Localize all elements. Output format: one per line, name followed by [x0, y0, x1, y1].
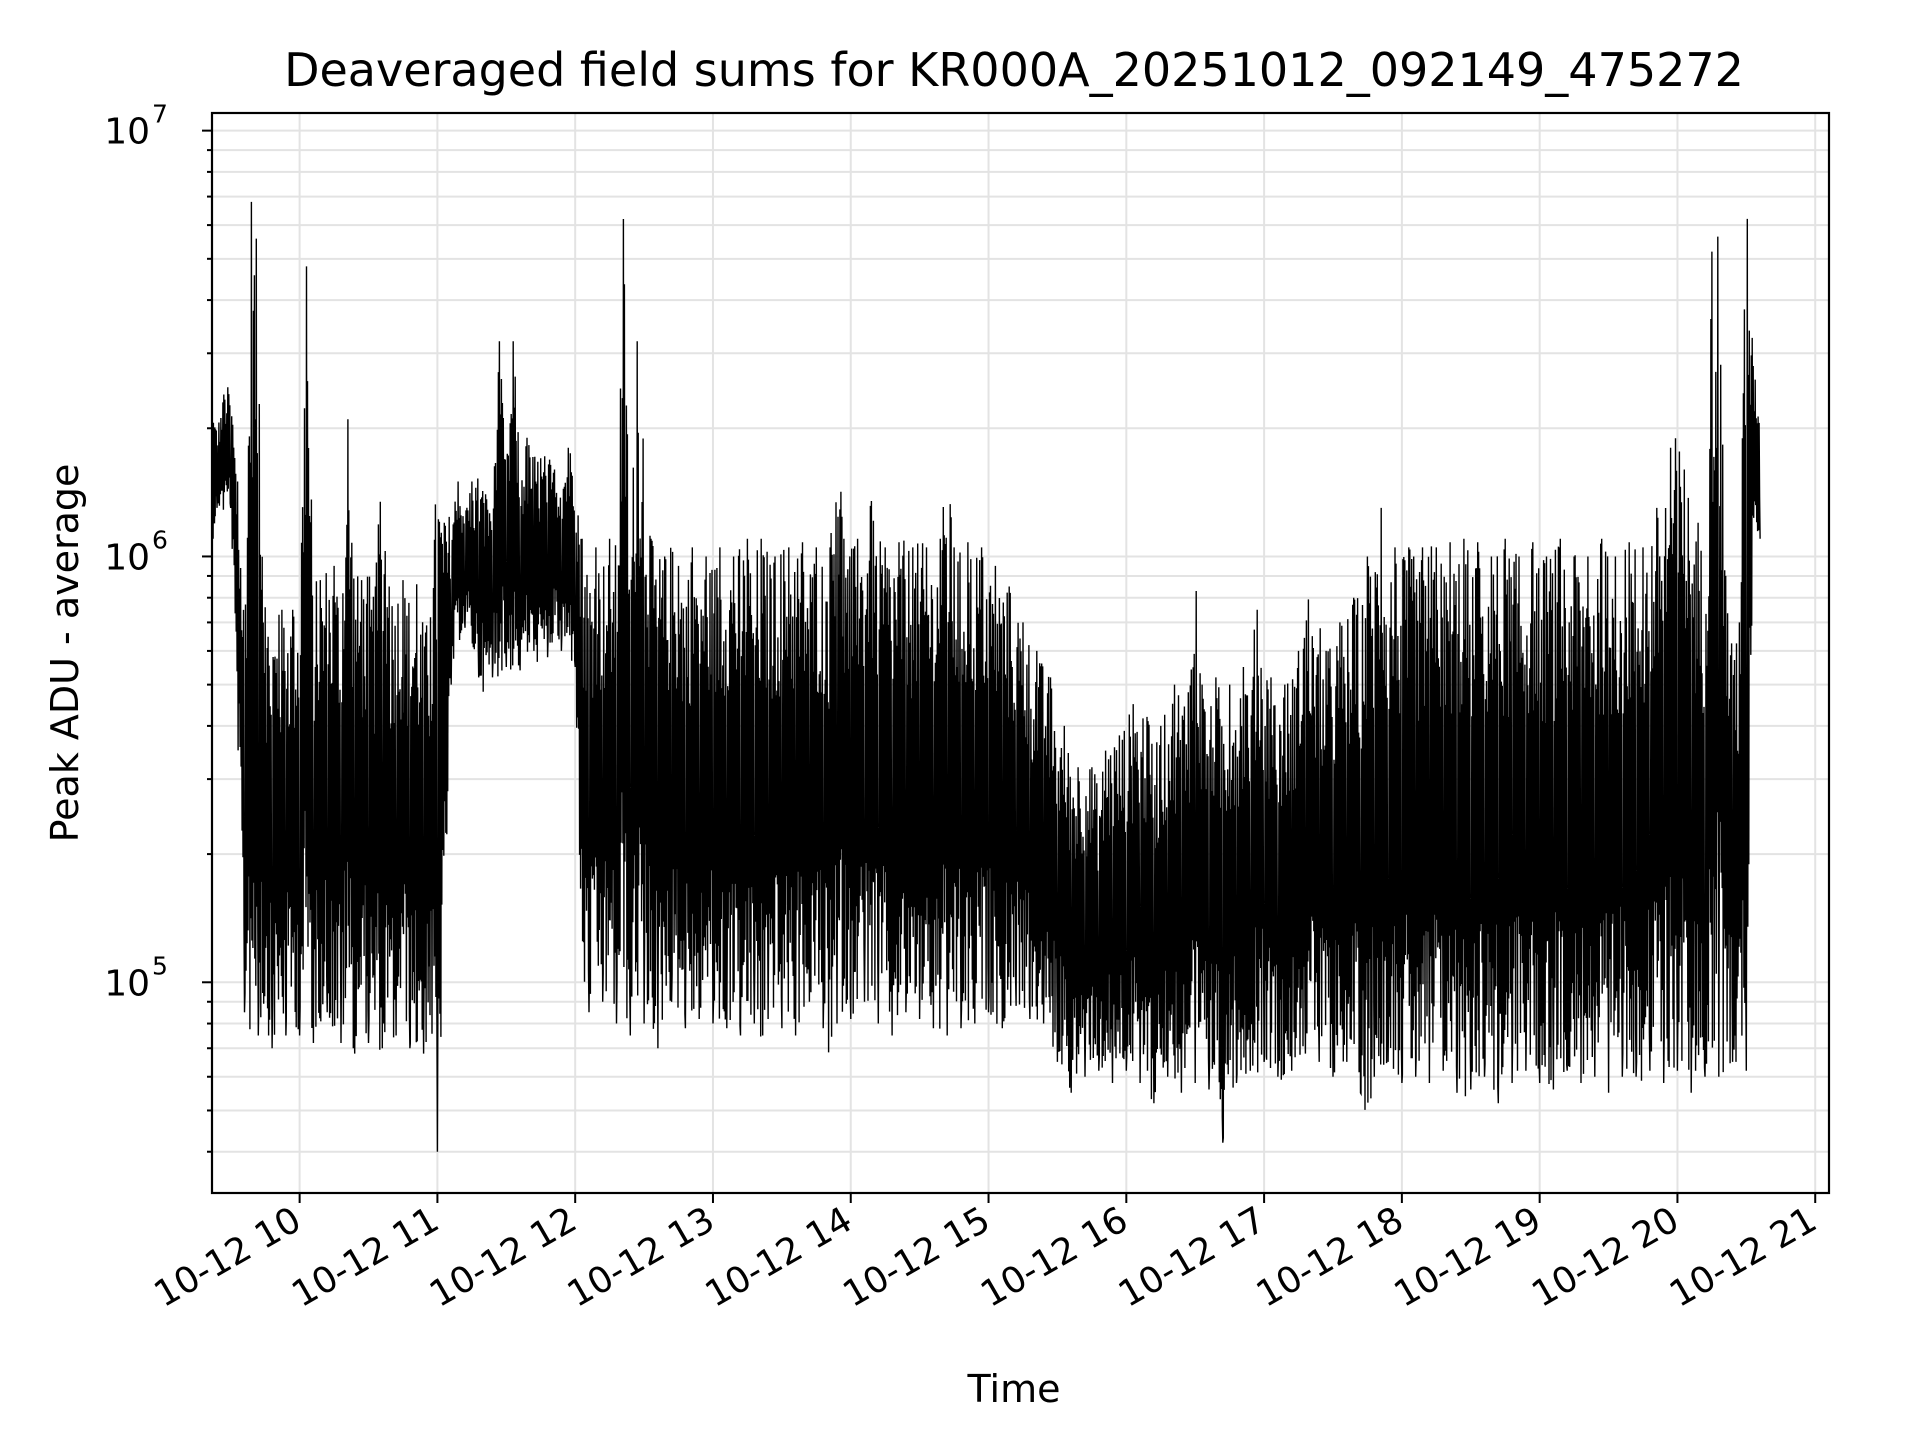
y-tick-label: 10 — [104, 963, 150, 1004]
y-tick-label-exponent: 6 — [152, 525, 168, 554]
y-tick-label: 10 — [104, 112, 150, 153]
y-tick-label-exponent: 7 — [152, 100, 168, 129]
series-layer — [211, 201, 1761, 1152]
series-line — [211, 201, 1761, 1152]
y-tick-label: 10 — [104, 537, 150, 578]
y-tick-label-exponent: 5 — [152, 951, 168, 980]
y-axis-label: Peak ADU - average — [43, 464, 87, 843]
axes-frame — [210, 111, 1831, 1195]
x-axis-label: Time — [967, 1367, 1061, 1411]
chart-title: Deaveraged field sums for KR000A_2025101… — [284, 43, 1744, 97]
